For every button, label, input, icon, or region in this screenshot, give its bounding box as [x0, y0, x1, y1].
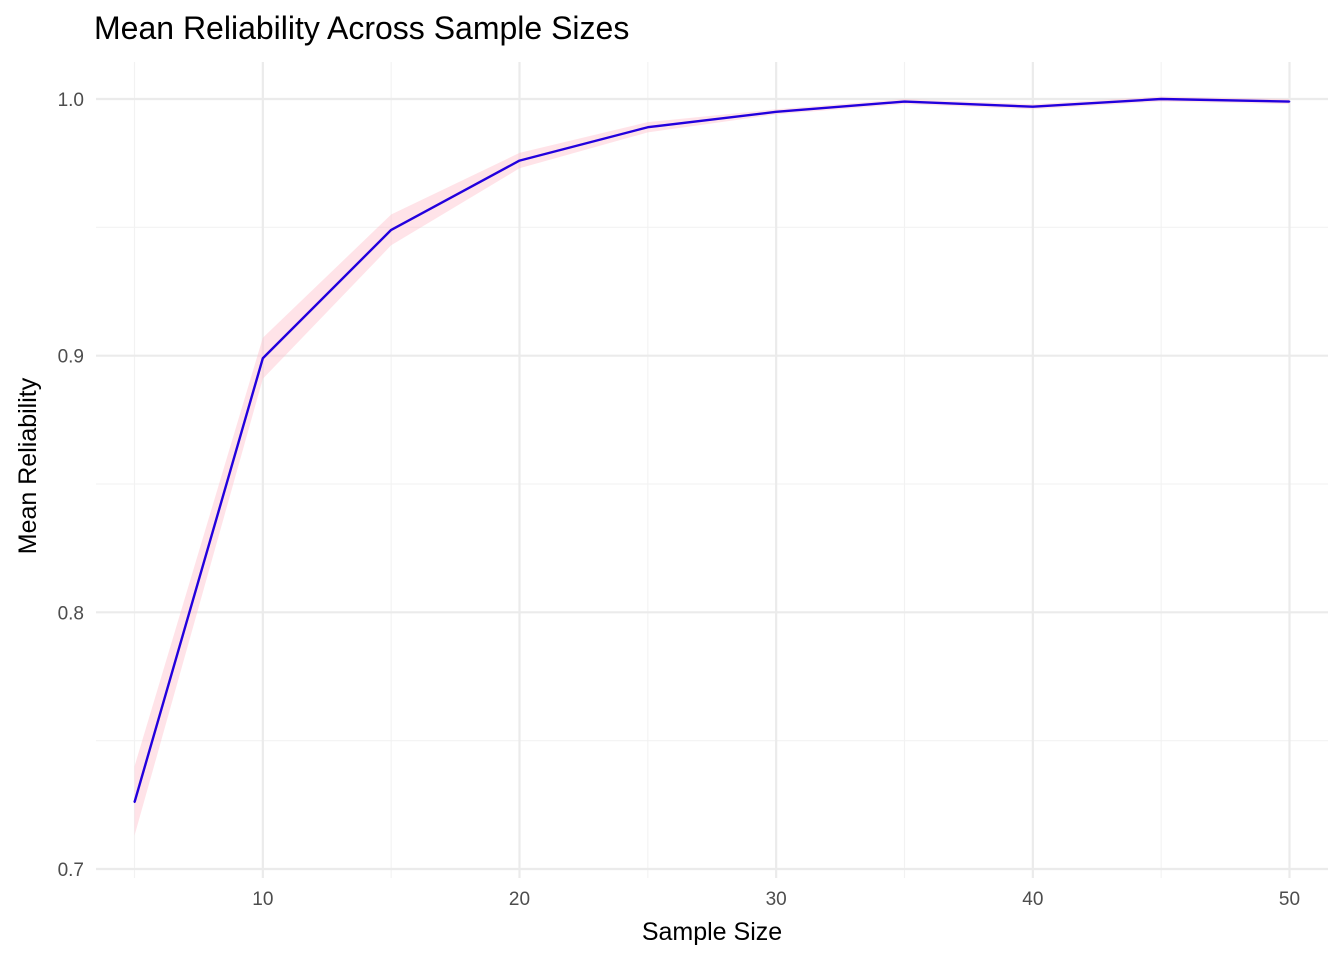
data-point [390, 229, 392, 231]
y-axis-title: Mean Reliability [14, 377, 42, 554]
y-tick-label: 0.8 [58, 603, 84, 624]
plot-grid [96, 62, 1328, 878]
data-point [1288, 100, 1291, 103]
x-tick-label: 50 [1279, 889, 1300, 910]
y-axis-ticks: 0.7 0.8 0.9 1.0 [58, 90, 84, 881]
data-point [1160, 98, 1162, 100]
y-tick-label: 0.9 [58, 347, 84, 368]
data-point [262, 357, 264, 360]
series-line [133, 97, 1290, 803]
confidence-band [134, 96, 1290, 836]
data-point [133, 801, 136, 804]
x-tick-label: 10 [252, 889, 273, 910]
y-tick-label: 0.7 [58, 860, 84, 881]
y-tick-label: 1.0 [58, 90, 84, 111]
x-axis-title: Sample Size [642, 918, 782, 946]
x-tick-label: 30 [766, 889, 787, 910]
data-point [903, 100, 906, 103]
x-tick-label: 20 [509, 889, 530, 910]
data-point [1032, 105, 1034, 108]
chart-title: Mean Reliability Across Sample Sizes [94, 10, 629, 46]
series-points [133, 98, 1291, 804]
data-point [647, 126, 649, 129]
data-point [518, 159, 521, 162]
data-point [775, 111, 777, 113]
x-axis-ticks: 10 20 30 40 50 [252, 889, 1300, 910]
x-tick-label: 40 [1022, 889, 1043, 910]
